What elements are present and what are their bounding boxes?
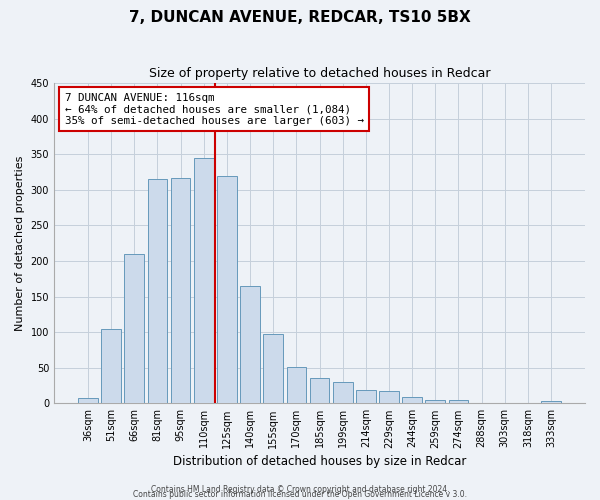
Y-axis label: Number of detached properties: Number of detached properties	[15, 156, 25, 331]
Bar	[101, 328, 121, 404]
Title: Size of property relative to detached houses in Redcar: Size of property relative to detached ho…	[149, 68, 490, 80]
Text: 7 DUNCAN AVENUE: 116sqm
← 64% of detached houses are smaller (1,084)
35% of semi: 7 DUNCAN AVENUE: 116sqm ← 64% of detache…	[65, 92, 364, 126]
Text: Contains HM Land Registry data © Crown copyright and database right 2024.: Contains HM Land Registry data © Crown c…	[151, 484, 449, 494]
Bar	[495, 402, 515, 404]
Bar	[472, 402, 491, 404]
Bar	[356, 390, 376, 404]
Bar	[171, 178, 190, 404]
Bar	[287, 367, 306, 404]
Bar	[148, 179, 167, 404]
Bar	[425, 400, 445, 404]
Bar	[78, 398, 98, 404]
Bar	[124, 254, 144, 404]
Bar	[333, 382, 353, 404]
Bar	[449, 400, 468, 404]
Bar	[310, 378, 329, 404]
Bar	[194, 158, 214, 404]
Bar	[263, 334, 283, 404]
Text: Contains public sector information licensed under the Open Government Licence v : Contains public sector information licen…	[133, 490, 467, 499]
X-axis label: Distribution of detached houses by size in Redcar: Distribution of detached houses by size …	[173, 454, 466, 468]
Bar	[518, 402, 538, 404]
Bar	[379, 391, 399, 404]
Bar	[217, 176, 237, 404]
Bar	[541, 401, 561, 404]
Bar	[402, 397, 422, 404]
Text: 7, DUNCAN AVENUE, REDCAR, TS10 5BX: 7, DUNCAN AVENUE, REDCAR, TS10 5BX	[129, 10, 471, 25]
Bar	[240, 286, 260, 404]
